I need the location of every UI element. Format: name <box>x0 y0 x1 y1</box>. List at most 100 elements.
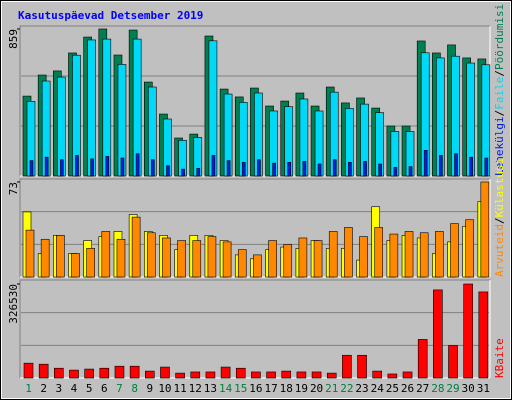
bar <box>146 232 156 278</box>
bar <box>253 254 262 278</box>
x-tick-label: 26 <box>401 382 414 395</box>
bar <box>101 231 111 278</box>
bar <box>372 370 383 379</box>
x-tick-label: 24 <box>371 382 385 395</box>
bar <box>463 283 473 379</box>
bar <box>144 370 155 379</box>
bar <box>389 233 399 278</box>
bar <box>160 366 170 379</box>
x-tick-label: 23 <box>355 382 368 395</box>
bar <box>363 161 367 177</box>
bar <box>302 161 307 177</box>
bar <box>150 159 155 177</box>
bar <box>205 371 216 379</box>
y-tick-label: 859 <box>7 29 20 49</box>
bar <box>480 181 490 278</box>
bar <box>450 223 459 278</box>
bar <box>60 159 64 177</box>
x-tick-label: 13 <box>204 382 217 395</box>
bar <box>435 231 444 278</box>
x-tick-label: 9 <box>146 382 153 395</box>
x-tick-label: 11 <box>173 382 186 395</box>
x-tick-label: 31 <box>477 382 490 395</box>
bar <box>402 371 413 379</box>
bar <box>251 371 261 379</box>
bar <box>90 158 94 177</box>
bar <box>484 157 489 177</box>
legend: Lehekülgi/Faile/Pöördumisi <box>493 4 506 176</box>
bar <box>332 159 337 177</box>
bar <box>190 371 201 379</box>
legend-entry: Arvuteid <box>493 224 506 277</box>
bar <box>40 238 50 278</box>
legend-entry: Pöördumisi <box>493 4 506 70</box>
x-tick-label: 27 <box>416 382 429 395</box>
bar <box>268 240 277 278</box>
bar <box>404 231 414 278</box>
x-tick-label: 30 <box>462 382 475 395</box>
legend-separator: / <box>493 70 506 77</box>
x-tick-label: 1 <box>25 382 32 395</box>
bar <box>99 367 110 379</box>
bar <box>44 156 49 177</box>
bar <box>454 153 458 177</box>
x-tick-label: 21 <box>325 382 338 395</box>
bar <box>207 236 217 278</box>
bar <box>283 244 293 278</box>
bar <box>281 370 292 379</box>
y-tick-label: 73 <box>7 182 20 195</box>
bar <box>29 160 34 177</box>
bar <box>166 165 170 177</box>
x-tick-label: 5 <box>86 382 93 395</box>
bar <box>38 363 49 379</box>
bar <box>342 354 352 379</box>
bar <box>448 345 458 379</box>
bar <box>71 253 80 278</box>
x-tick-label: 17 <box>264 382 277 395</box>
bar <box>344 227 353 278</box>
x-tick-label: 20 <box>310 382 323 395</box>
bar <box>348 162 352 177</box>
bar <box>478 291 489 379</box>
bar <box>222 241 232 278</box>
bar <box>272 162 276 177</box>
bar <box>417 339 428 379</box>
x-tick-label: 15 <box>234 382 247 395</box>
bar <box>317 163 322 177</box>
bar <box>357 354 367 379</box>
bar <box>116 238 126 278</box>
bar <box>177 240 186 278</box>
bar <box>408 166 413 177</box>
x-tick-label: 6 <box>101 382 108 395</box>
panel <box>19 279 491 379</box>
bar <box>135 153 140 177</box>
bar <box>235 367 246 379</box>
legend: Arvuteid/Külastusi <box>493 158 506 277</box>
legend-entry: Külastusi <box>493 158 506 218</box>
y-tick-label: 326530 <box>7 284 20 324</box>
x-tick-label: 8 <box>131 382 138 395</box>
bar <box>105 156 110 177</box>
bar <box>257 159 261 177</box>
legend-separator: / <box>493 217 506 224</box>
x-tick-label: 2 <box>40 382 47 395</box>
bar <box>131 216 141 278</box>
bar <box>423 150 428 177</box>
x-tick-label: 4 <box>71 382 78 395</box>
x-tick-label: 14 <box>219 382 233 395</box>
bar <box>23 362 34 379</box>
bar <box>326 372 337 379</box>
bar <box>129 365 140 379</box>
bar <box>237 249 247 278</box>
bar <box>387 373 398 379</box>
bar <box>54 367 64 379</box>
legend-entry: Lehekülgi <box>493 116 506 176</box>
bar <box>25 229 35 278</box>
bar <box>298 237 308 278</box>
bar <box>162 237 171 278</box>
bar <box>181 168 185 177</box>
bar <box>56 235 65 278</box>
legend-entry: KBaite <box>493 338 506 378</box>
x-tick-label: 7 <box>116 382 123 395</box>
